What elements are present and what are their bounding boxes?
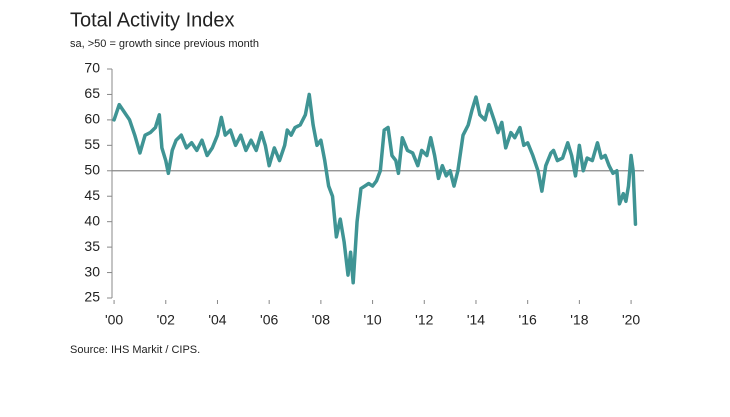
x-tick-label: '00	[105, 312, 123, 328]
x-tick-label: '14	[467, 312, 485, 328]
x-tick-label: '18	[570, 312, 588, 328]
y-tick-label: 55	[84, 136, 100, 152]
x-tick-label: '08	[312, 312, 330, 328]
source-note: Source: IHS Markit / CIPS.	[70, 344, 200, 356]
x-tick-label: '10	[363, 312, 381, 328]
y-tick-label: 25	[84, 289, 100, 305]
y-tick-label: 50	[84, 161, 100, 177]
y-tick-label: 30	[84, 263, 100, 279]
y-tick-label: 65	[84, 85, 100, 101]
y-tick-label: 35	[84, 238, 100, 254]
y-tick-label: 45	[84, 187, 100, 203]
chart-subtitle: sa, >50 = growth since previous month	[70, 38, 259, 50]
x-tick-label: '20	[622, 312, 640, 328]
series-line	[112, 92, 638, 285]
x-tick-label: '12	[415, 312, 433, 328]
x-tick-label: '02	[157, 312, 175, 328]
x-tick-label: '16	[519, 312, 537, 328]
y-tick-label: 60	[84, 111, 100, 127]
x-tick-label: '04	[208, 312, 226, 328]
y-tick-label: 40	[84, 212, 100, 228]
chart-title: Total Activity Index	[70, 9, 235, 31]
x-tick-label: '06	[260, 312, 278, 328]
y-tick-label: 70	[84, 60, 100, 76]
